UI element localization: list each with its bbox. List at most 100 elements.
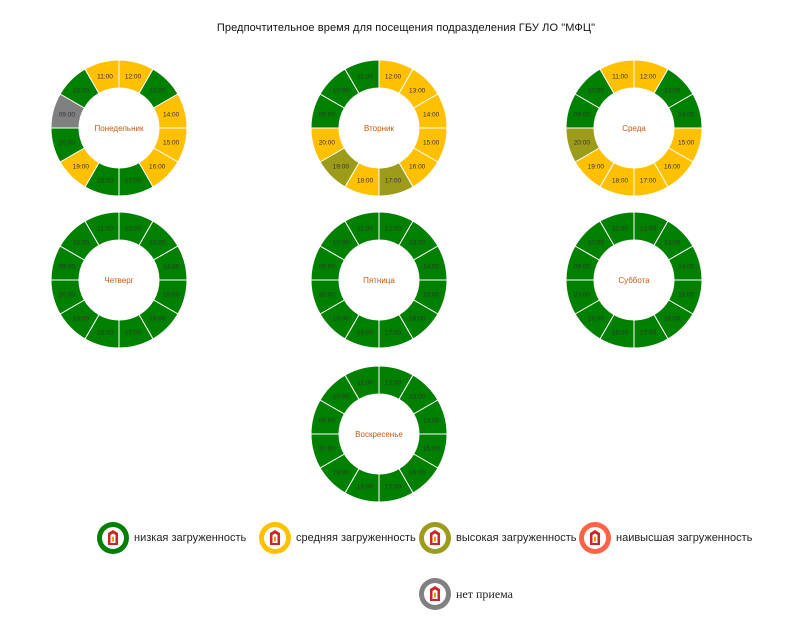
hour-label: 13:00	[149, 87, 166, 94]
hour-label: 11:00	[357, 379, 373, 386]
hour-label: 11:00	[612, 225, 628, 232]
hour-label: 16:00	[149, 164, 166, 171]
donut-6: 12:00 13:00 14:00 15:00 16:00 17:00 18:00 19:00…	[565, 211, 703, 349]
hour-label: 19:00	[588, 316, 605, 323]
hour-label: 17:00	[640, 178, 657, 185]
hour-label: 11:00	[612, 73, 628, 80]
hour-label: 09:00	[59, 112, 76, 119]
hour-label: 19:00	[333, 164, 350, 171]
hour-label: 13:00	[664, 239, 681, 246]
hour-label: 17:00	[385, 178, 402, 185]
hour-label: 15:00	[678, 139, 695, 146]
hour-label: 19:00	[333, 470, 350, 477]
day-label: Понедельник	[95, 124, 144, 133]
hour-label: 17:00	[125, 178, 142, 185]
hour-label: 10:00	[333, 239, 350, 246]
hour-label: 17:00	[640, 330, 657, 337]
hour-label: 18:00	[612, 330, 629, 337]
hour-label: 11:00	[97, 73, 113, 80]
day-label: Пятница	[363, 276, 395, 285]
hour-label: 19:00	[73, 164, 90, 171]
hour-label: 15:00	[163, 291, 180, 298]
hour-label: 15:00	[423, 445, 440, 452]
hour-label: 10:00	[588, 87, 605, 94]
hour-label: 12:00	[385, 379, 402, 386]
hour-label: 18:00	[97, 178, 114, 185]
hour-label: 10:00	[73, 87, 90, 94]
legend-logo-icon	[419, 578, 451, 610]
hour-label: 17:00	[385, 484, 402, 491]
hour-label: 20:00	[319, 445, 336, 452]
legend-item-low: низкая загруженность	[96, 521, 246, 555]
legend-label: низкая загруженность	[134, 532, 247, 544]
hour-label: 13:00	[409, 87, 426, 94]
hour-label: 15:00	[163, 139, 180, 146]
hour-label: 15:00	[678, 291, 695, 298]
donut-7: 12:00 13:00 14:00 15:00 16:00 17:00 18:00 19:00…	[310, 365, 448, 503]
hour-label: 11:00	[357, 225, 373, 232]
legend-item-high: высокая загруженность	[418, 521, 576, 555]
hour-label: 09:00	[574, 264, 591, 271]
hour-label: 17:00	[125, 330, 142, 337]
hour-label: 15:00	[423, 291, 440, 298]
hour-label: 09:00	[319, 418, 336, 425]
hour-label: 11:00	[97, 225, 113, 232]
day-label: Вторник	[364, 124, 394, 133]
donut-segment	[344, 59, 380, 95]
hour-label: 20:00	[319, 291, 336, 298]
donut-5: 12:00 13:00 14:00 15:00 16:00 17:00 18:00 19:00…	[310, 211, 448, 349]
donut-2: 12:00 13:00 14:00 15:00 16:00 17:00 18:00 19:00…	[310, 59, 448, 197]
hour-label: 10:00	[588, 239, 605, 246]
legend-item-closed: нет приема	[418, 577, 513, 611]
legend-label: средняя загруженность	[296, 532, 416, 544]
hour-label: 13:00	[664, 87, 681, 94]
hour-label: 16:00	[409, 470, 426, 477]
day-label: Среда	[622, 124, 646, 133]
hour-label: 18:00	[357, 178, 374, 185]
hour-label: 18:00	[357, 484, 374, 491]
hour-label: 17:00	[385, 330, 402, 337]
hour-label: 18:00	[97, 330, 114, 337]
hour-label: 16:00	[409, 164, 426, 171]
hour-label: 14:00	[423, 264, 440, 271]
hour-label: 10:00	[333, 393, 350, 400]
chart-title: Предпочтительное время для посещения под…	[216, 22, 596, 34]
hour-label: 13:00	[409, 393, 426, 400]
donut-1: 12:00 13:00 14:00 15:00 16:00 17:00 18:00 19:00…	[50, 59, 188, 197]
hour-label: 12:00	[385, 225, 402, 232]
hour-label: 15:00	[423, 139, 440, 146]
day-label: Воскресенье	[355, 430, 403, 439]
hour-label: 20:00	[574, 291, 591, 298]
donut-segment	[84, 211, 120, 247]
hour-label: 10:00	[333, 87, 350, 94]
hour-label: 20:00	[59, 291, 76, 298]
legend-logo-icon	[259, 522, 291, 554]
hour-label: 09:00	[574, 112, 591, 119]
hour-label: 12:00	[640, 225, 657, 232]
hour-label: 13:00	[149, 239, 166, 246]
hour-label: 12:00	[125, 73, 142, 80]
day-label: Суббота	[618, 276, 650, 285]
donut-segment	[599, 59, 635, 95]
donut-segment	[344, 365, 380, 401]
legend-logo-icon	[579, 522, 611, 554]
hour-label: 11:00	[357, 73, 373, 80]
donut-segment	[599, 211, 635, 247]
hour-label: 18:00	[612, 178, 629, 185]
hour-label: 14:00	[678, 264, 695, 271]
hour-label: 19:00	[333, 316, 350, 323]
legend-logo-icon	[419, 522, 451, 554]
legend-label: нет приема	[456, 586, 513, 601]
legend-logo-icon	[97, 522, 129, 554]
legend-label: наивысшая загруженность	[616, 532, 753, 544]
day-label: Четверг	[104, 276, 133, 285]
hour-label: 14:00	[423, 112, 440, 119]
hour-label: 10:00	[73, 239, 90, 246]
hour-label: 19:00	[588, 164, 605, 171]
hour-label: 16:00	[149, 316, 166, 323]
hour-label: 18:00	[357, 330, 374, 337]
hour-label: 19:00	[73, 316, 90, 323]
hour-label: 14:00	[423, 418, 440, 425]
